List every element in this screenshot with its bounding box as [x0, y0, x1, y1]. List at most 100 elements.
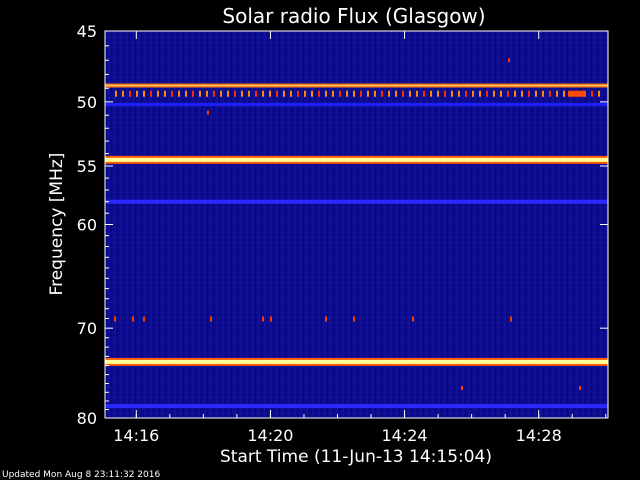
burst-dot: [510, 316, 512, 322]
burst-dot: [234, 90, 236, 97]
y-axis-label: Frequency [MHz]: [47, 153, 67, 296]
y-tick-label: 60: [77, 216, 97, 235]
burst-dot: [185, 90, 187, 97]
burst-dot: [270, 316, 272, 322]
burst-dot: [114, 316, 116, 322]
band-line: [105, 103, 608, 107]
burst-dot: [325, 90, 327, 97]
burst-dot: [451, 90, 453, 97]
plot-background: [105, 31, 608, 418]
burst-dot: [444, 90, 446, 97]
burst-dot: [311, 90, 313, 97]
burst-dot: [143, 316, 145, 322]
burst-dot: [255, 90, 257, 97]
burst-dot: [136, 90, 138, 97]
band-line: [105, 199, 608, 204]
band-line: [105, 359, 608, 364]
burst-dot: [346, 90, 348, 97]
burst-dot: [556, 90, 558, 97]
burst-dot: [402, 90, 404, 97]
burst-dot: [374, 90, 376, 97]
burst-dot: [465, 90, 467, 97]
burst-dot: [248, 90, 250, 97]
chart-title: Solar radio Flux (Glasgow): [222, 4, 485, 28]
burst-dot: [332, 90, 334, 97]
burst-dot: [339, 90, 341, 97]
x-tick-label: 14:16: [113, 426, 159, 445]
burst-dot: [458, 90, 460, 97]
burst-dot: [472, 90, 474, 97]
burst-dot: [115, 90, 117, 97]
burst-dot: [388, 90, 390, 97]
burst-dot: [241, 90, 243, 97]
burst-dot: [210, 316, 212, 322]
burst-dot: [276, 90, 278, 97]
burst-dot: [297, 90, 299, 97]
band-layer: [105, 58, 608, 409]
burst-dot: [164, 90, 166, 97]
burst-dot: [206, 90, 208, 97]
x-tick-label: 14:20: [247, 426, 293, 445]
band-line: [105, 157, 608, 162]
burst-dot: [353, 90, 355, 97]
x-axis: 14:16 14:20 14:24 14:28: [113, 31, 607, 445]
burst-dot: [353, 316, 355, 322]
burst-dot: [157, 90, 159, 97]
burst-dot: [507, 90, 509, 97]
burst-dot: [412, 316, 414, 322]
burst-dot: [227, 90, 229, 97]
burst-dot: [360, 90, 362, 97]
burst-dot: [199, 90, 201, 97]
burst-dot: [290, 90, 292, 97]
burst-dot: [563, 90, 565, 97]
y-tick-label: 70: [77, 319, 97, 338]
burst-dot: [521, 90, 523, 97]
x-tick-label: 14:28: [516, 426, 562, 445]
burst-dot: [150, 90, 152, 97]
burst-dot: [493, 90, 495, 97]
burst-dot: [213, 90, 215, 97]
band-line: [105, 404, 608, 409]
burst-dot: [192, 90, 194, 97]
burst-dot: [381, 90, 383, 97]
burst-dot: [262, 90, 264, 97]
burst-dot: [122, 90, 124, 97]
burst-dot: [542, 90, 544, 97]
burst-dot: [430, 90, 432, 97]
burst-dot: [143, 90, 145, 97]
burst-dot: [568, 90, 586, 97]
burst-dot: [220, 90, 222, 97]
y-axis: 45 50 55 60 70 80: [77, 22, 608, 428]
burst-dot: [132, 316, 134, 322]
burst-dot: [579, 385, 581, 390]
x-tick-label: 14:24: [382, 426, 428, 445]
burst-dot: [549, 90, 551, 97]
band-line: [105, 85, 608, 87]
burst-dot: [409, 90, 411, 97]
burst-dot: [318, 90, 320, 97]
burst-dot: [171, 90, 173, 97]
burst-dot: [416, 90, 418, 97]
burst-dot: [178, 90, 180, 97]
y-tick-label: 50: [77, 93, 97, 112]
burst-dot: [395, 90, 397, 97]
y-tick-label: 55: [77, 157, 97, 176]
burst-dot: [437, 90, 439, 97]
burst-dot: [500, 90, 502, 97]
burst-dot: [598, 90, 600, 97]
burst-dot: [269, 90, 271, 97]
burst-dot: [423, 90, 425, 97]
burst-dot: [283, 90, 285, 97]
burst-dot: [304, 90, 306, 97]
x-axis-label: Start Time (11-Jun-13 14:15:04): [220, 447, 492, 467]
y-tick-label: 45: [77, 22, 97, 41]
burst-dot: [367, 90, 369, 97]
burst-dot: [528, 90, 530, 97]
burst-dot: [535, 90, 537, 97]
burst-dot: [262, 316, 264, 322]
y-tick-label: 80: [77, 409, 97, 428]
burst-dot: [129, 90, 131, 97]
burst-dot: [514, 90, 516, 97]
burst-dot: [461, 385, 463, 390]
